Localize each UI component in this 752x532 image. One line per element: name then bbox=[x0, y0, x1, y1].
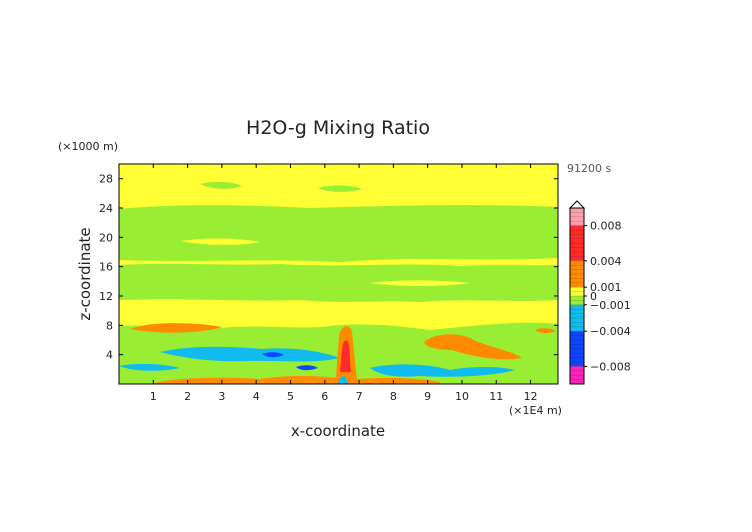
colorbar-label: −0.004 bbox=[590, 325, 631, 338]
colorbar-label: 0.001 bbox=[590, 281, 622, 294]
green-band-middle bbox=[119, 263, 558, 302]
y-tick-label: 20 bbox=[99, 231, 113, 244]
colorbar-label: 0.004 bbox=[590, 255, 622, 268]
colorbar-swatch bbox=[570, 331, 584, 367]
x-tick-label: 2 bbox=[184, 390, 191, 403]
x-tick-label: 10 bbox=[455, 390, 469, 403]
x-tick-label: 4 bbox=[253, 390, 260, 403]
colorbar-swatch bbox=[570, 304, 584, 332]
green-patch-top-mid bbox=[318, 185, 362, 192]
x-tick-label: 8 bbox=[390, 390, 397, 403]
colorbar-swatches bbox=[570, 207, 584, 385]
orange-surface-layer bbox=[150, 376, 440, 384]
x-axis-label: x-coordinate bbox=[291, 422, 385, 440]
blue-spot-mid bbox=[296, 365, 318, 371]
yellow-streak-upper bbox=[180, 238, 260, 245]
contour-field bbox=[119, 164, 558, 384]
x-tick-label: 9 bbox=[424, 390, 431, 403]
orange-patch-small-right bbox=[535, 328, 556, 334]
chart-title: H2O-g Mixing Ratio bbox=[246, 117, 430, 139]
colorbar-label: −0.001 bbox=[590, 299, 631, 312]
yellow-streak-middle bbox=[370, 280, 470, 286]
x-tick-label: 6 bbox=[321, 390, 328, 403]
blue-spot-left bbox=[262, 352, 284, 358]
cyan-strip-bottom-left bbox=[119, 363, 180, 371]
y-unit-label: (×1000 m) bbox=[58, 140, 118, 153]
colorbar-swatch bbox=[570, 366, 584, 384]
colorbar-swatch bbox=[570, 260, 584, 288]
x-tick-label: 3 bbox=[218, 390, 225, 403]
y-tick-label: 4 bbox=[106, 349, 113, 362]
red-column-core bbox=[340, 340, 351, 372]
x-tick-label: 1 bbox=[150, 390, 157, 403]
cyan-layer-left bbox=[160, 346, 340, 362]
y-tick-label: 12 bbox=[99, 290, 113, 303]
x-tick-label: 7 bbox=[356, 390, 363, 403]
y-tick-label: 24 bbox=[99, 202, 113, 215]
colorbar-top-arrow bbox=[568, 200, 586, 209]
green-patch-top-left bbox=[200, 181, 242, 189]
orange-patch-left bbox=[130, 323, 222, 333]
y-axis-label: z-coordinate bbox=[76, 227, 94, 320]
colorbar-swatch bbox=[570, 296, 584, 305]
colorbar-label: 0 bbox=[590, 290, 597, 303]
y-tick-label: 16 bbox=[99, 261, 113, 274]
colorbar-swatch bbox=[570, 287, 584, 296]
plot-frame bbox=[118, 163, 559, 385]
x-tick-label: 5 bbox=[287, 390, 294, 403]
y-tick-label: 28 bbox=[99, 173, 113, 186]
x-unit-label: (×1E4 m) bbox=[509, 404, 562, 417]
x-axis-ticks: 1 2 3 4 5 6 7 8 9 10 11 12 bbox=[150, 164, 538, 403]
colorbar-label: −0.008 bbox=[590, 360, 631, 373]
time-label: 91200 s bbox=[567, 162, 611, 175]
colorbar-swatch bbox=[570, 225, 584, 261]
x-tick-label: 12 bbox=[524, 390, 538, 403]
orange-patch-right bbox=[424, 334, 522, 360]
y-tick-label: 8 bbox=[106, 319, 113, 332]
y-axis-ticks: 4 8 12 16 20 24 28 bbox=[99, 173, 558, 362]
cyan-column-base bbox=[338, 376, 348, 384]
x-tick-label: 11 bbox=[489, 390, 503, 403]
green-band-upper bbox=[119, 205, 558, 262]
colorbar-label: 0.008 bbox=[590, 220, 622, 233]
colorbar-swatch bbox=[570, 208, 584, 226]
cyan-layer-right bbox=[370, 364, 515, 377]
